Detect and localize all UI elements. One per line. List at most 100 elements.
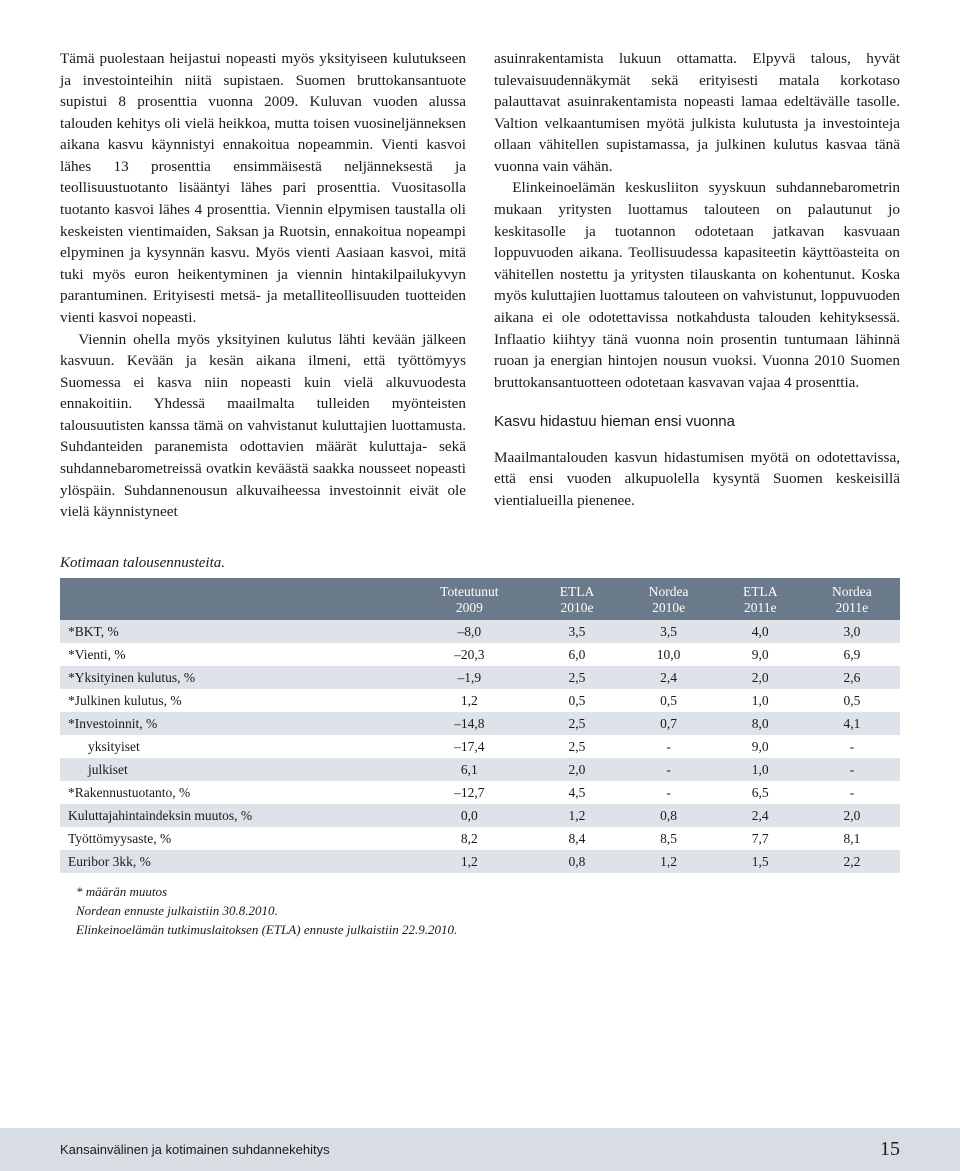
cell: 7,7 [717,827,804,850]
cell: 0,5 [621,689,717,712]
cell: 2,5 [533,666,620,689]
table-row: *BKT, %–8,03,53,54,03,0 [60,620,900,643]
right-column: asuinrakentamista lukuun ottamatta. Elpy… [494,48,900,523]
cell: 2,0 [804,804,900,827]
cell: - [804,781,900,804]
para: asuinrakentamista lukuun ottamatta. Elpy… [494,48,900,177]
row-label: Euribor 3kk, % [60,850,405,873]
page-footer: Kansainvälinen ja kotimainen suhdannekeh… [0,1128,960,1171]
th: ETLA2011e [717,578,804,620]
cell: 2,2 [804,850,900,873]
cell: 9,0 [717,643,804,666]
cell: 0,0 [405,804,533,827]
table-header-row: Toteutunut2009 ETLA2010e Nordea2010e ETL… [60,578,900,620]
cell: –12,7 [405,781,533,804]
cell: 2,6 [804,666,900,689]
row-label: yksityiset [60,735,405,758]
cell: 1,0 [717,689,804,712]
cell: 1,2 [533,804,620,827]
cell: 8,1 [804,827,900,850]
th: Nordea2010e [621,578,717,620]
cell: 2,0 [533,758,620,781]
cell: –20,3 [405,643,533,666]
cell: 3,0 [804,620,900,643]
table-row: Euribor 3kk, %1,20,81,21,52,2 [60,850,900,873]
cell: - [621,781,717,804]
cell: –17,4 [405,735,533,758]
cell: 1,2 [405,689,533,712]
th: Toteutunut2009 [405,578,533,620]
table-title: Kotimaan talousennusteita. [60,555,900,572]
cell: 2,5 [533,735,620,758]
cell: 9,0 [717,735,804,758]
cell: 3,5 [621,620,717,643]
table-row: Työttömyysaste, %8,28,48,57,78,1 [60,827,900,850]
para: Viennin ohella myös yksityinen kulutus l… [60,329,466,523]
table-row: *Julkinen kulutus, %1,20,50,51,00,5 [60,689,900,712]
table-row: *Yksityinen kulutus, %–1,92,52,42,02,6 [60,666,900,689]
text-columns: Tämä puolestaan heijastui nopeasti myös … [60,48,900,523]
page-number: 15 [880,1138,900,1161]
cell: - [804,735,900,758]
para: Elinkeinoelämän keskusliiton syyskuun su… [494,177,900,393]
cell: 2,4 [621,666,717,689]
th-blank [60,578,405,620]
cell: 1,2 [621,850,717,873]
cell: 6,0 [533,643,620,666]
cell: 0,7 [621,712,717,735]
row-label: Kuluttajahintaindeksin muutos, % [60,804,405,827]
cell: 0,5 [533,689,620,712]
cell: 0,8 [621,804,717,827]
th: Nordea2011e [804,578,900,620]
cell: –1,9 [405,666,533,689]
para: Maailmantalouden kasvun hidastumisen myö… [494,447,900,512]
cell: 2,5 [533,712,620,735]
cell: 4,5 [533,781,620,804]
footnote: Nordean ennuste julkaistiin 30.8.2010. [76,902,900,921]
cell: 1,5 [717,850,804,873]
cell: 6,9 [804,643,900,666]
para-text: Kuluvan vuoden alussa talouden kehitys o… [60,93,466,326]
subheading: Kasvu hidastuu hieman ensi vuonna [494,411,900,432]
cell: 4,1 [804,712,900,735]
cell: 1,2 [405,850,533,873]
cell: 8,5 [621,827,717,850]
cell: 10,0 [621,643,717,666]
cell: 0,5 [804,689,900,712]
table-row: *Vienti, %–20,36,010,09,06,9 [60,643,900,666]
table-row: Kuluttajahintaindeksin muutos, %0,01,20,… [60,804,900,827]
cell: 0,8 [533,850,620,873]
footer-section: Kansainvälinen ja kotimainen suhdannekeh… [60,1142,330,1157]
footnote: * määrän muutos [76,883,900,902]
cell: 2,0 [717,666,804,689]
cell: - [804,758,900,781]
forecast-table: Toteutunut2009 ETLA2010e Nordea2010e ETL… [60,578,900,873]
table-footnotes: * määrän muutos Nordean ennuste julkaist… [60,883,900,940]
row-label: *Investoinnit, % [60,712,405,735]
table-row: julkiset6,12,0-1,0- [60,758,900,781]
cell: 8,2 [405,827,533,850]
th: ETLA2010e [533,578,620,620]
cell: 4,0 [717,620,804,643]
cell: - [621,758,717,781]
footnote: Elinkeinoelämän tutkimuslaitoksen (ETLA)… [76,921,900,940]
cell: 1,0 [717,758,804,781]
row-label: julkiset [60,758,405,781]
table-row: *Rakennustuotanto, %–12,74,5-6,5- [60,781,900,804]
cell: –8,0 [405,620,533,643]
table-row: yksityiset–17,42,5-9,0- [60,735,900,758]
row-label: *BKT, % [60,620,405,643]
cell: 6,1 [405,758,533,781]
left-column: Tämä puolestaan heijastui nopeasti myös … [60,48,466,523]
cell: 8,0 [717,712,804,735]
para: Tämä puolestaan heijastui nopeasti myös … [60,48,466,329]
row-label: *Yksityinen kulutus, % [60,666,405,689]
row-label: *Julkinen kulutus, % [60,689,405,712]
cell: 6,5 [717,781,804,804]
cell: 2,4 [717,804,804,827]
cell: 3,5 [533,620,620,643]
cell: 8,4 [533,827,620,850]
row-label: Työttömyysaste, % [60,827,405,850]
cell: –14,8 [405,712,533,735]
table-body: *BKT, %–8,03,53,54,03,0*Vienti, %–20,36,… [60,620,900,873]
